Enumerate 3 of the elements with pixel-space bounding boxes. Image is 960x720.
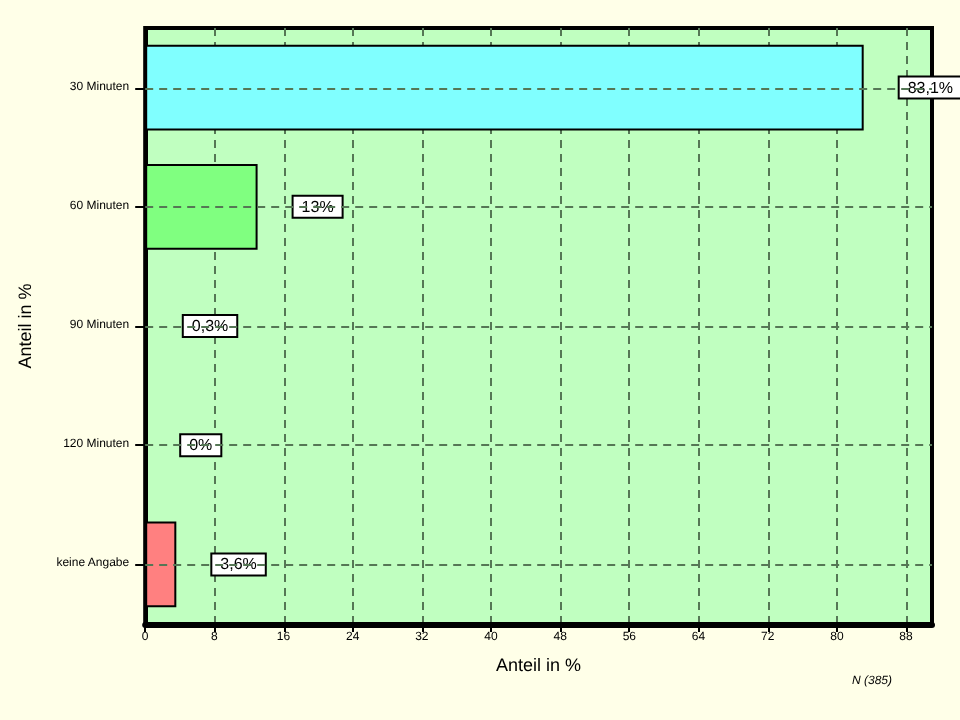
data-label: 83,1%	[907, 78, 954, 97]
y-axis-title: Anteil in %	[15, 283, 35, 369]
x-axis-title: Anteil in %	[496, 655, 582, 675]
